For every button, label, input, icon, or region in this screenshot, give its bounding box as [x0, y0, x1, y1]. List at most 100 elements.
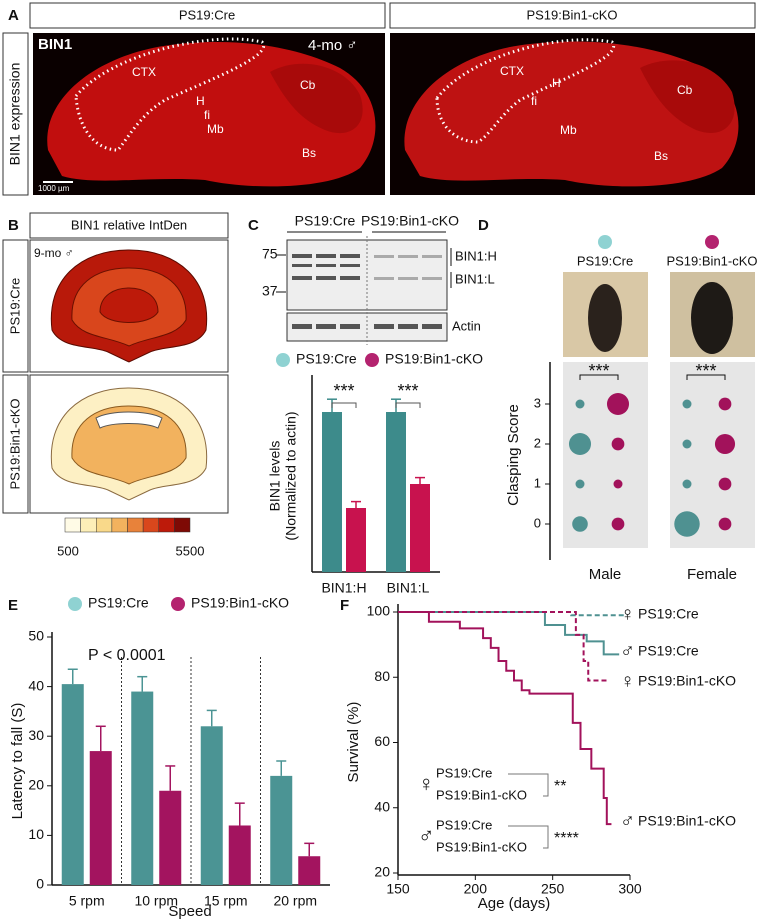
sig-label: *** — [695, 361, 716, 381]
y-axis-label: BIN1 levels — [267, 441, 283, 512]
y-tick-label: 2 — [534, 435, 541, 450]
header-box — [29, 2, 386, 29]
band — [374, 324, 394, 329]
bar — [89, 751, 112, 885]
band — [374, 255, 394, 258]
comparison-bracket — [508, 825, 549, 849]
region-label: fi — [204, 108, 210, 122]
blot-group: PS19:Bin1-cKO — [361, 213, 459, 229]
y-tick-label: 80 — [374, 668, 390, 684]
band — [374, 277, 394, 280]
sig-bracket — [686, 374, 726, 380]
region-label: Cb — [300, 78, 316, 92]
cortex-outline — [74, 37, 266, 152]
panel-label: D — [478, 217, 489, 234]
panel-title: BIN1 relative IntDen — [71, 217, 187, 232]
band — [422, 255, 442, 258]
bar — [322, 412, 342, 572]
cerebellum — [640, 60, 735, 133]
brain-image — [33, 33, 385, 195]
band — [398, 324, 418, 329]
age-label: 9-mo ♂ — [34, 246, 74, 260]
band — [398, 277, 418, 280]
y-axis-label: Latency to fall (S) — [9, 703, 26, 820]
survival-line — [398, 611, 620, 656]
bar — [159, 790, 182, 885]
sex-symbol: ♂ — [620, 810, 635, 832]
line-label: PS19:Bin1-cKO — [638, 813, 736, 829]
bubble — [718, 517, 732, 531]
bubble — [613, 479, 623, 489]
region-label: Cb — [677, 83, 693, 97]
band — [422, 324, 442, 329]
blot-group: PS19:Cre — [295, 213, 356, 229]
x-tick-label: BIN1:H — [321, 580, 366, 596]
bubble — [606, 392, 630, 416]
colorbar-cell — [64, 517, 81, 533]
band — [340, 264, 360, 267]
bar — [270, 775, 293, 885]
sig-label: *** — [588, 361, 609, 381]
region-label: H — [552, 76, 561, 90]
marker-label: 75 — [262, 246, 278, 262]
band — [422, 277, 442, 280]
bubble — [682, 439, 692, 449]
region-label: Bs — [654, 149, 668, 163]
legend-marker — [705, 235, 719, 249]
sig-label: *** — [333, 381, 354, 401]
mouse — [691, 282, 733, 354]
bubble — [718, 397, 732, 411]
bar — [346, 508, 366, 572]
y-tick-label: 40 — [28, 677, 44, 693]
coronal-region — [95, 411, 163, 429]
bar — [200, 726, 223, 885]
region-label: Mb — [207, 122, 224, 136]
sex-symbol: ♂ — [418, 823, 435, 848]
colorbar-cell — [80, 517, 97, 533]
x-tick-label: BIN1:L — [387, 580, 430, 596]
bubble — [611, 437, 625, 451]
bar — [131, 691, 154, 885]
sex-symbol: ♂ — [620, 640, 635, 662]
line-label: PS19:Bin1-cKO — [638, 673, 736, 689]
region-label: fi — [531, 94, 537, 108]
x-tick-label: 10 rpm — [134, 893, 178, 909]
x-axis-label: Speed — [168, 903, 211, 920]
band — [316, 254, 336, 258]
sig-bracket — [579, 374, 619, 380]
line-label: PS19:Cre — [638, 643, 699, 659]
y-tick-label: 20 — [374, 864, 390, 880]
sig-bracket — [331, 402, 357, 408]
y-tick-label: 20 — [28, 777, 44, 793]
bands-faint — [374, 255, 442, 280]
y-tick-label: 60 — [374, 733, 390, 749]
region-label: CTX — [500, 64, 524, 78]
bubble — [682, 399, 692, 409]
comparison-p: **** — [554, 830, 579, 847]
legend-label: PS19:Bin1-cKO — [385, 351, 483, 367]
bubble — [682, 479, 692, 489]
band — [292, 264, 312, 267]
legend-marker — [68, 597, 82, 611]
bar — [410, 484, 430, 572]
y-tick-label: 10 — [28, 826, 44, 842]
brain-image — [390, 33, 755, 195]
column-label: PS19:Bin1-cKO — [526, 7, 617, 22]
legend-label: PS19:Bin1-cKO — [666, 253, 757, 268]
bubble — [575, 479, 585, 489]
bubble — [714, 433, 736, 455]
y-axis-label: Clasping Score — [505, 404, 522, 506]
x-tick-label: 300 — [618, 881, 642, 897]
colorbar-label: 5500 — [176, 543, 205, 558]
legend-marker — [171, 597, 185, 611]
coronal-region — [99, 287, 159, 323]
y-axis-label: (Normalized to actin) — [283, 411, 299, 540]
panel-b: BIN1 relative IntDen PS19:Cre PS19:Bin1-… — [2, 212, 229, 514]
band — [292, 276, 312, 280]
band — [292, 324, 312, 329]
legend-label: PS19:Cre — [88, 595, 149, 611]
band — [340, 324, 360, 329]
y-tick-label: 0 — [534, 515, 541, 530]
row-box — [2, 32, 29, 196]
bubble — [718, 477, 732, 491]
